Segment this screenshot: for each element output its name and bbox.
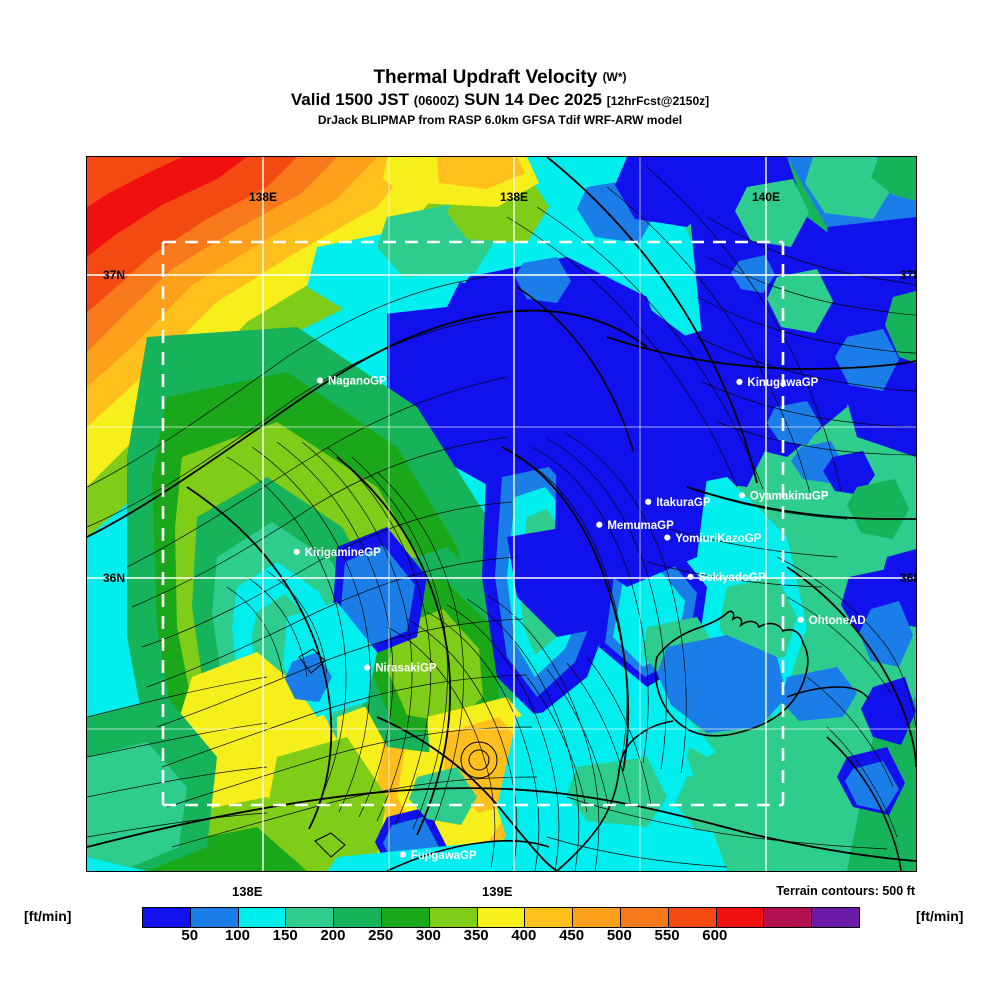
colorbar-tick-600: 600: [702, 927, 728, 944]
colorbar-tick-550: 550: [654, 927, 680, 944]
lon-label-138e-top: 138E: [249, 190, 277, 204]
valid-time: Valid 1500 JST: [290, 90, 409, 109]
colorbar-swatch-6[interactable]: [428, 908, 477, 927]
colorbar-swatch-2[interactable]: [237, 908, 286, 927]
lon-label-139e-top: 138E: [500, 190, 528, 204]
station-label-oyamakinugp: OyamakinuGP: [750, 491, 829, 503]
map-fill-layer: [87, 157, 916, 871]
station-marker-dot[interactable]: [687, 573, 694, 580]
colorbar-tick-300: 300: [415, 927, 441, 944]
graticule-layer: [87, 157, 916, 871]
colorbar-swatch-9[interactable]: [572, 908, 620, 927]
forecast-tag: [12hrFcst@2150z]: [606, 94, 710, 108]
colorbar-tick-50: 50: [181, 927, 199, 944]
colorbar-swatch-7[interactable]: [476, 908, 525, 927]
station-marker-dot[interactable]: [664, 534, 671, 541]
colorbar-tick-400: 400: [511, 927, 537, 944]
terrain-contour-note: Terrain contours: 500 ft: [776, 884, 915, 898]
station-label-kirigaminegp: KirigamineGP: [305, 547, 381, 559]
page-title-text: Thermal Updraft Velocity: [373, 67, 598, 88]
model-source: DrJack BLIPMAP from RASP 6.0km GFSA Tdif…: [317, 113, 683, 127]
station-marker-dot[interactable]: [399, 851, 406, 858]
valid-time-line: Valid 1500 JST (0600Z) SUN 14 Dec 2025 […: [0, 89, 1000, 112]
station-label-fujigawagp: FujigawaGP: [411, 850, 477, 862]
colorbar-tick-500: 500: [606, 927, 632, 944]
colorbar-tick-350: 350: [463, 927, 489, 944]
terrain-contour-layer: [87, 157, 916, 871]
colorbar-swatch-1[interactable]: [189, 908, 238, 927]
colorbar-swatch-12[interactable]: [715, 908, 764, 927]
colorbar-tick-150: 150: [272, 927, 298, 944]
map-svg: 138E 138E 140E 37N 37N 36N 36N NaganoGP K…: [87, 157, 916, 871]
station-marker-dot[interactable]: [797, 616, 804, 623]
colorbar-swatch-3[interactable]: [285, 908, 334, 927]
page-title: Thermal Updraft Velocity (W*): [0, 66, 1000, 89]
lat-label-36n-right: 36N: [900, 571, 916, 585]
station-marker-dot[interactable]: [738, 492, 746, 499]
colorbar-tick-250: 250: [368, 927, 394, 944]
station-label-itakuragp: ItakuraGP: [656, 497, 711, 509]
station-label-ohtonead: OhtoneAD: [809, 615, 866, 627]
station-label-memumagp: MemumaGP: [607, 520, 674, 532]
station-layer: NaganoGP KinugawaGP OyamakinuGP ItakuraGP Me…: [293, 376, 866, 862]
title-block: Thermal Updraft Velocity (W*) Valid 1500…: [0, 66, 1000, 129]
colorbar-swatch-5[interactable]: [380, 908, 429, 927]
colorbar-tick-100: 100: [224, 927, 250, 944]
axis-label-138e: 138E: [232, 884, 263, 899]
station-marker-dot[interactable]: [645, 498, 652, 505]
station-label-kinugawagp: KinugawaGP: [747, 377, 818, 389]
colorbar[interactable]: [142, 907, 860, 928]
station-marker-dot[interactable]: [316, 377, 324, 384]
station-marker-dot[interactable]: [596, 521, 603, 528]
station-label-nirasakigp: NirasakiGP: [375, 663, 437, 675]
valid-date: SUN 14 Dec 2025: [464, 90, 602, 109]
colorbar-unit-right: [ft/min]: [916, 908, 964, 924]
colorbar-swatch-10[interactable]: [619, 908, 668, 927]
colorbar-swatch-8[interactable]: [524, 908, 573, 927]
colorbar-unit-left: [ft/min]: [24, 908, 72, 924]
lon-label-140e-top: 140E: [752, 190, 780, 204]
colorbar-tick-450: 450: [559, 927, 585, 944]
lat-label-36n-left: 36N: [103, 571, 125, 585]
station-label-naganogp: NaganoGP: [328, 376, 387, 388]
page-title-superscript: (W*): [602, 70, 627, 84]
station-marker-dot[interactable]: [364, 664, 371, 671]
lat-label-37n-right: 37N: [900, 268, 916, 282]
station-label-sekiyadogp: SekiyadoGP: [699, 572, 766, 584]
colorbar-swatch-4[interactable]: [333, 908, 381, 927]
axis-label-139e: 139E: [482, 884, 513, 899]
colorbar-tick-200: 200: [320, 927, 346, 944]
map-canvas[interactable]: 138E 138E 140E 37N 37N 36N 36N NaganoGP K…: [86, 156, 917, 872]
colorbar-tick-labels: 50 100 150 200 250 300 350 400 450 500 550 600: [142, 927, 858, 949]
colorbar-swatch-0[interactable]: [143, 908, 190, 927]
colorbar-swatch-11[interactable]: [667, 908, 716, 927]
lat-label-37n-left: 37N: [103, 268, 125, 282]
colorbar-swatch-14[interactable]: [811, 908, 859, 927]
colorbar-swatch-13[interactable]: [763, 908, 812, 927]
grid-labels: 138E 138E 140E 37N 37N 36N 36N: [103, 190, 916, 585]
station-marker-dot[interactable]: [293, 548, 300, 555]
station-label-yomiurikazogp: YomiuriKazoGP: [675, 533, 761, 545]
valid-time-utc: (0600Z): [413, 93, 460, 108]
station-marker-dot[interactable]: [736, 378, 743, 386]
